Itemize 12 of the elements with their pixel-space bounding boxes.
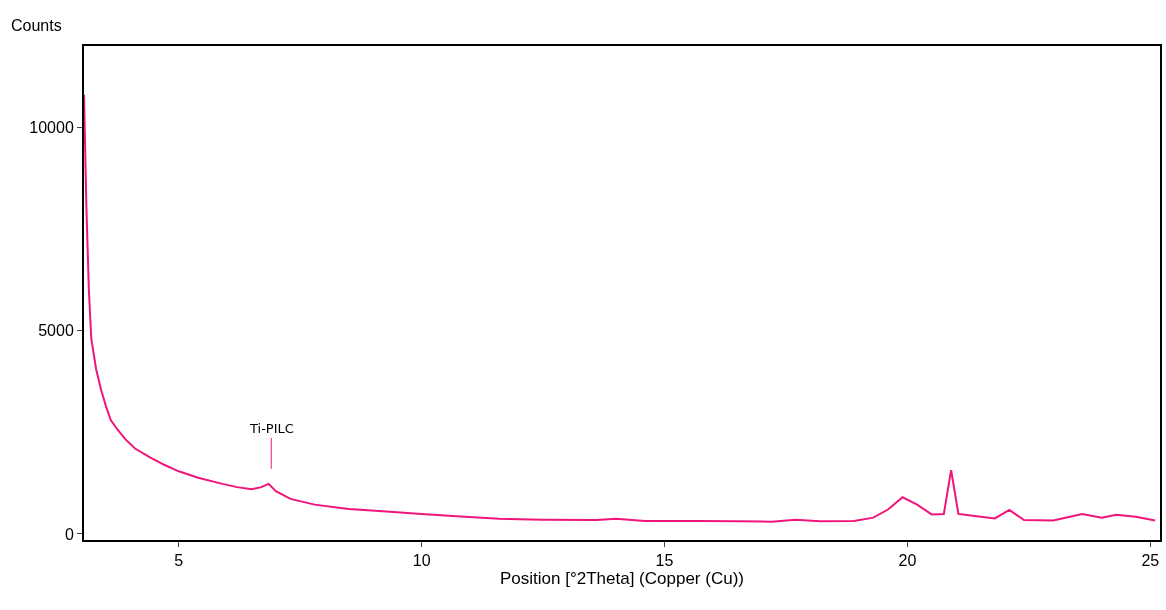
y-axis-title: Counts <box>11 17 62 34</box>
x-tick-label: 10 <box>412 552 431 570</box>
x-tick-label: 15 <box>655 552 674 570</box>
y-tick-label: 0 <box>64 525 74 543</box>
annotation: Ti-PILC <box>249 421 294 436</box>
y-tick-label: 5000 <box>38 322 74 340</box>
y-tick-label: 10000 <box>29 118 74 136</box>
x-axis-title: Position [°2Theta] (Copper (Cu)) <box>500 569 744 589</box>
line-series <box>84 93 1157 523</box>
x-tick-label: 20 <box>898 552 917 570</box>
x-tick-label: 25 <box>1141 552 1160 570</box>
x-tick-label: 5 <box>174 552 184 570</box>
